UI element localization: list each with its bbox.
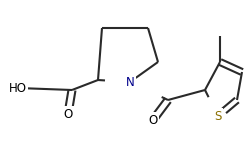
Text: HO: HO — [9, 81, 27, 95]
Text: S: S — [214, 109, 222, 123]
Text: N: N — [126, 76, 134, 88]
Text: O: O — [63, 107, 73, 120]
Text: O: O — [148, 114, 158, 126]
